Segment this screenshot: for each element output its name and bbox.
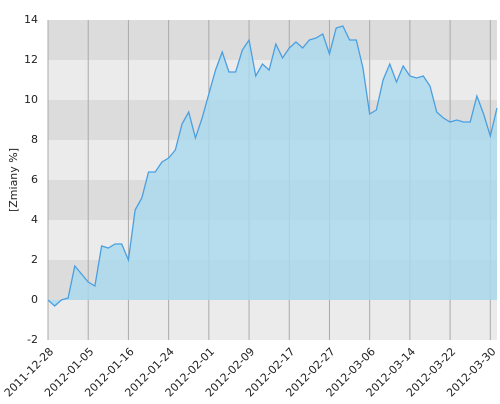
- y-tick-label: 14: [24, 13, 38, 26]
- y-tick-label: 6: [31, 173, 38, 186]
- grid-band: [48, 300, 497, 340]
- line: [47, 25, 498, 307]
- y-tick-label: 0: [31, 293, 38, 306]
- y-tick-label: 2: [31, 253, 38, 266]
- y-tick-label: 10: [24, 93, 38, 106]
- y-tick-label: 4: [31, 213, 38, 226]
- y-tick-label: -2: [27, 333, 38, 346]
- area: [48, 26, 497, 306]
- y-tick-label: 8: [31, 133, 38, 146]
- y-axis-label: [Zmiany %]: [7, 148, 20, 212]
- y-tick-label: 12: [24, 53, 38, 66]
- grid-band: [48, 20, 497, 60]
